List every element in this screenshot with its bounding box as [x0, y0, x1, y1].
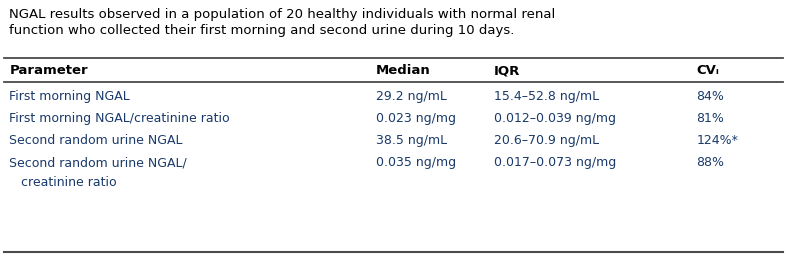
Text: 0.023 ng/mg: 0.023 ng/mg — [376, 112, 456, 125]
Text: 38.5 ng/mL: 38.5 ng/mL — [376, 134, 447, 147]
Text: 20.6–70.9 ng/mL: 20.6–70.9 ng/mL — [494, 134, 600, 147]
Text: creatinine ratio: creatinine ratio — [9, 176, 117, 189]
Text: 0.017–0.073 ng/mg: 0.017–0.073 ng/mg — [494, 156, 616, 169]
Text: Median: Median — [376, 64, 431, 77]
Text: Parameter: Parameter — [9, 64, 88, 77]
Text: 0.035 ng/mg: 0.035 ng/mg — [376, 156, 456, 169]
Text: IQR: IQR — [494, 64, 521, 77]
Text: 124%*: 124%* — [696, 134, 738, 147]
Text: 88%: 88% — [696, 156, 725, 169]
Text: First morning NGAL/creatinine ratio: First morning NGAL/creatinine ratio — [9, 112, 230, 125]
Text: function who collected their first morning and second urine during 10 days.: function who collected their first morni… — [9, 24, 515, 37]
Text: 0.012–0.039 ng/mg: 0.012–0.039 ng/mg — [494, 112, 616, 125]
Text: 29.2 ng/mL: 29.2 ng/mL — [376, 90, 447, 103]
Text: First morning NGAL: First morning NGAL — [9, 90, 130, 103]
Text: 15.4–52.8 ng/mL: 15.4–52.8 ng/mL — [494, 90, 600, 103]
Text: 81%: 81% — [696, 112, 724, 125]
Text: Second random urine NGAL: Second random urine NGAL — [9, 134, 183, 147]
Text: NGAL results observed in a population of 20 healthy individuals with normal rena: NGAL results observed in a population of… — [9, 8, 556, 21]
Text: CVᵢ: CVᵢ — [696, 64, 719, 77]
Text: Second random urine NGAL/: Second random urine NGAL/ — [9, 156, 187, 169]
Text: 84%: 84% — [696, 90, 724, 103]
